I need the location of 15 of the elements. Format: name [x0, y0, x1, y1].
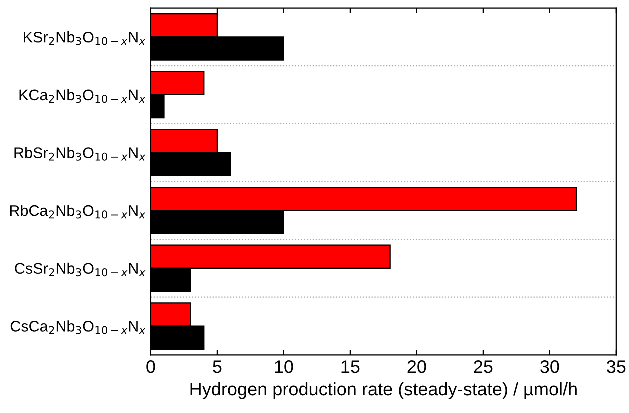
y-tick-label: CsSr$_{2}$Nb$_{3}$O$_{10−x}$N$_{x}$ — [15, 262, 146, 277]
x-tick-label: 5 — [213, 360, 222, 374]
x-tick-label: 10 — [275, 360, 294, 374]
x-axis-title: Hydrogen production rate (steady-state) / µmol/h — [190, 382, 577, 400]
y-tick-label: KCa$_{2}$Nb$_{3}$O$_{10−x}$N$_{x}$ — [20, 89, 146, 104]
y-tick-label: RbCa$_{2}$Nb$_{3}$O$_{10−x}$N$_{x}$ — [10, 205, 146, 219]
x-tick-label: 20 — [408, 360, 426, 374]
x-tick-label: 25 — [474, 360, 493, 374]
x-tick-label: 15 — [342, 360, 360, 374]
y-tick-label: CsCa$_{2}$Nb$_{3}$O$_{10−x}$N$_{x}$ — [10, 320, 146, 334]
x-tick-label: 0 — [146, 360, 156, 374]
x-tick-label: 30 — [540, 360, 560, 374]
x-tick-label: 35 — [607, 360, 626, 374]
y-tick-label: RbSr$_{2}$Nb$_{3}$O$_{10−x}$N$_{x}$ — [14, 147, 146, 161]
y-tick-label: KSr$_{2}$Nb$_{3}$O$_{10−x}$N$_{x}$ — [24, 32, 146, 46]
